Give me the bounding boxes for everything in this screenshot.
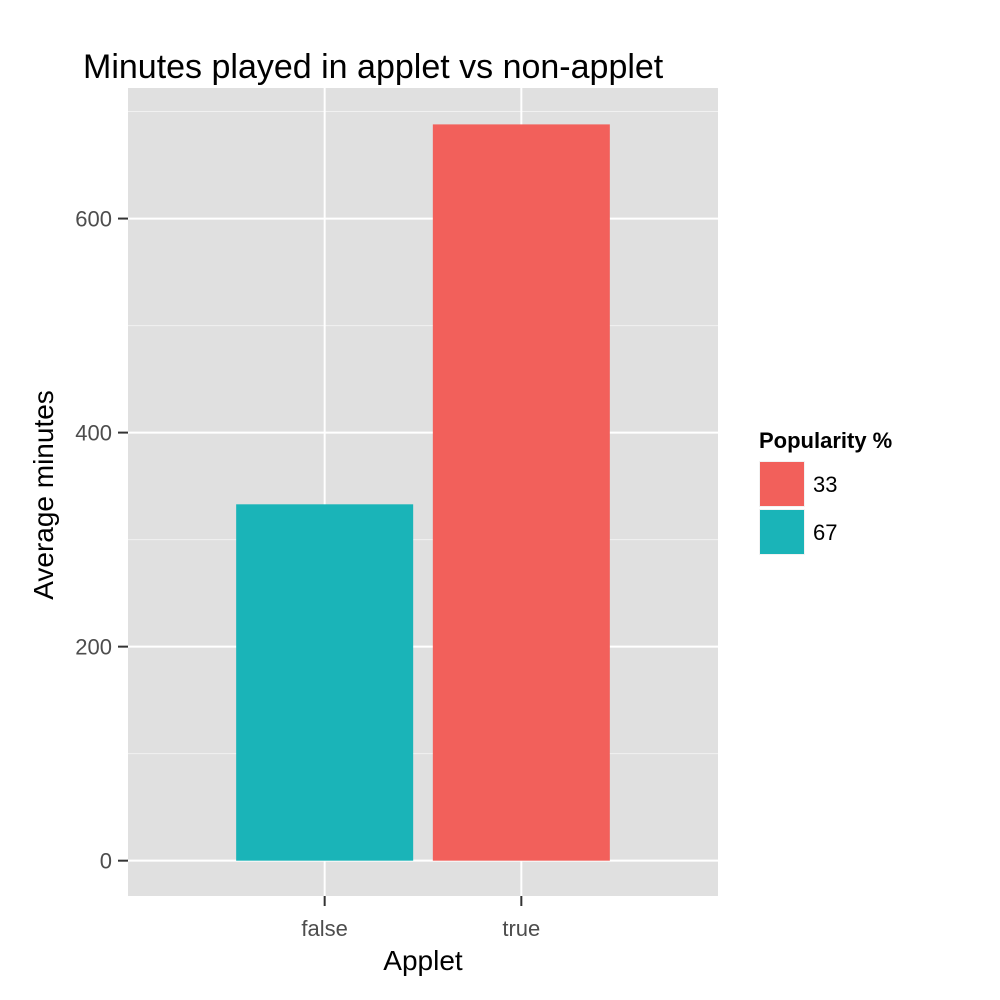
minor-gridlines	[128, 111, 718, 755]
y-axis: 0 200 400 600	[75, 207, 128, 874]
x-tick-label: false	[301, 916, 347, 941]
y-axis-title: Average minutes	[28, 390, 59, 600]
x-axis: false true	[301, 896, 540, 941]
plot-panel	[128, 88, 718, 896]
y-tick-label: 400	[75, 421, 112, 446]
legend-label: 33	[813, 472, 837, 497]
bar-true	[432, 124, 610, 861]
y-tick-label: 200	[75, 635, 112, 660]
legend: Popularity % 33 67	[759, 428, 892, 555]
y-tick-label: 0	[100, 849, 112, 874]
bar-false	[236, 504, 414, 861]
bars	[236, 124, 610, 861]
x-axis-title: Applet	[383, 945, 463, 976]
legend-title: Popularity %	[759, 428, 892, 453]
legend-label: 67	[813, 520, 837, 545]
chart-title: Minutes played in applet vs non-applet	[83, 48, 664, 86]
legend-key	[760, 510, 804, 554]
x-tick-label: true	[502, 916, 540, 941]
y-tick-label: 600	[75, 207, 112, 232]
legend-key	[760, 462, 804, 506]
